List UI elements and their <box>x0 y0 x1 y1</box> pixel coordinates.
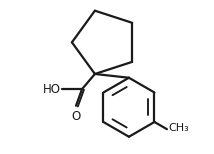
Text: O: O <box>71 109 81 123</box>
Text: HO: HO <box>43 83 61 96</box>
Text: CH₃: CH₃ <box>168 123 189 133</box>
